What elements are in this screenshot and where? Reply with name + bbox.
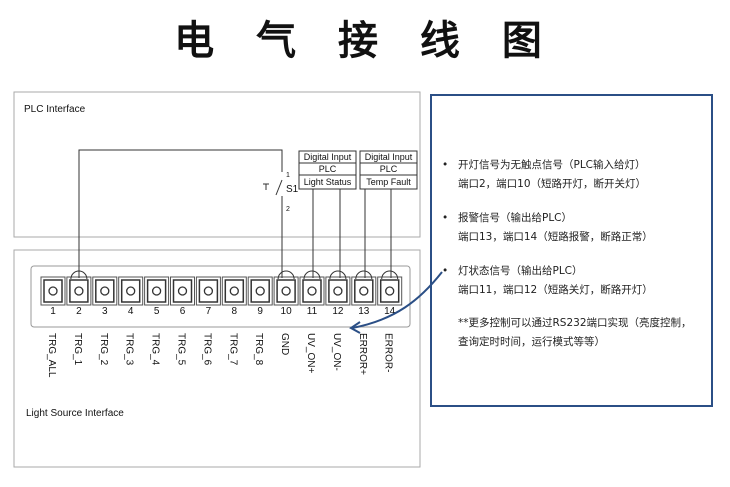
- svg-text:1: 1: [286, 172, 290, 179]
- note-item: • 报警信号（输出给PLC） 端口13，端口14（短路报警，断路正常）: [442, 209, 653, 246]
- terminal-7: 7 TRG_6: [195, 276, 221, 366]
- screw-icon: [333, 286, 343, 296]
- plc-interface-label: PLC Interface: [24, 104, 86, 115]
- terminal-number: 2: [76, 306, 82, 317]
- plc-signal-wires: [312, 189, 392, 278]
- screw-icon: [359, 286, 369, 296]
- screw-icon: [385, 286, 395, 296]
- terminal-14: 14 ERROR-: [377, 270, 403, 372]
- terminal-2: 2 TRG_1: [66, 270, 92, 366]
- terminal-label: UV_ON-: [331, 333, 342, 371]
- terminal-number: 14: [384, 306, 396, 317]
- terminal-label: TRG_5: [176, 333, 187, 366]
- terminal-number: 4: [128, 306, 134, 317]
- terminal-number: 1: [50, 306, 56, 317]
- svg-text:2: 2: [286, 206, 290, 213]
- terminal-8: 8 TRG_7: [221, 276, 247, 366]
- terminal-label: TRG_ALL: [46, 333, 57, 378]
- screw-icon: [255, 286, 265, 296]
- note-line: 查询定时时间，运行模式等等）: [458, 335, 605, 348]
- note-line: 端口13，端口14（短路报警，断路正常）: [458, 230, 653, 243]
- terminal-number: 12: [332, 306, 344, 317]
- light-source-label: Light Source Interface: [26, 408, 124, 419]
- terminal-number: 13: [358, 306, 370, 317]
- terminal-label: TRG_1: [72, 333, 83, 366]
- screw-icon: [151, 286, 162, 296]
- svg-text:Digital Input: Digital Input: [365, 152, 413, 162]
- svg-text:Temp Fault: Temp Fault: [366, 177, 411, 187]
- terminal-6: 6 TRG_5: [170, 276, 195, 366]
- svg-text:PLC: PLC: [319, 164, 337, 174]
- terminal-9: 9 TRG_8: [247, 276, 273, 366]
- terminal-label: TRG_7: [227, 333, 238, 366]
- bullet-icon: •: [442, 212, 449, 224]
- terminal-label: TRG_2: [98, 333, 109, 366]
- terminal-13: 13 ERROR+: [351, 270, 377, 375]
- terminal-label: TRG_8: [253, 333, 264, 366]
- pointer-arrow: [351, 271, 443, 329]
- note-line: 端口11，端口12（短路关灯，断路开灯）: [458, 283, 653, 296]
- terminal-label: UV_ON+: [305, 333, 316, 373]
- light-source-box: [13, 249, 421, 468]
- note-item: **更多控制可以通过RS232端口实现（亮度控制， 查询定时时间，运行模式等等）: [458, 314, 692, 351]
- plc-interface-box: [13, 91, 421, 238]
- terminal-number: 7: [206, 306, 212, 317]
- terminal-label: GND: [279, 333, 290, 355]
- arrow-head-icon: [349, 321, 361, 334]
- svg-text:Digital Input: Digital Input: [304, 152, 352, 162]
- plc-input-light-status: Digital Input PLC Light Status: [298, 150, 357, 190]
- notes-panel: • 开灯信号为无触点信号（PLC输入给灯） 端口2，端口10（短路开灯，断开关灯） •…: [430, 94, 713, 407]
- svg-text:S1: S1: [286, 184, 299, 195]
- terminal-strip: [30, 265, 411, 328]
- terminal-number: 10: [281, 306, 293, 317]
- terminal-11: 11 UV_ON+: [299, 270, 325, 373]
- note-line: 灯状态信号（输出给PLC）: [458, 265, 583, 277]
- terminal-label: TRG_3: [124, 333, 135, 366]
- trigger-wire: [78, 149, 283, 278]
- terminal-number: 8: [232, 306, 238, 317]
- plc-input-temp-fault: Digital Input PLC Temp Fault: [359, 150, 418, 190]
- terminal-number: 6: [180, 306, 186, 317]
- terminal-5: 5 TRG_4: [144, 276, 170, 366]
- terminal-number: 9: [257, 306, 263, 317]
- page-title: 电 气 接 线 图: [174, 18, 556, 64]
- screw-icon: [177, 286, 188, 296]
- note-line: 端口2，端口10（短路开灯，断开关灯）: [458, 177, 647, 190]
- terminal-number: 11: [307, 306, 318, 317]
- terminal-label: ERROR+: [357, 333, 368, 375]
- terminal-number: 5: [154, 306, 160, 317]
- note-item: • 灯状态信号（输出给PLC） 端口11，端口12（短路关灯，断路开灯）: [442, 262, 653, 299]
- terminal-1: 1 TRG_ALL: [40, 276, 66, 378]
- note-line: 报警信号（输出给PLC）: [458, 212, 573, 224]
- switch-s1: 1 S1 2: [263, 172, 299, 213]
- svg-text:PLC: PLC: [380, 164, 398, 174]
- terminal-label: TRG_4: [150, 333, 161, 366]
- note-line: 开灯信号为无触点信号（PLC输入给灯）: [458, 159, 646, 171]
- screw-icon: [48, 286, 58, 296]
- terminal-label: TRG_6: [201, 333, 212, 366]
- terminal-12: 12 UV_ON-: [325, 270, 351, 371]
- screw-icon: [126, 286, 136, 296]
- terminal-label: ERROR-: [383, 333, 394, 372]
- terminal-10: 10 GND: [273, 270, 299, 355]
- terminal-4: 4 TRG_3: [118, 276, 144, 366]
- screw-icon: [100, 286, 110, 296]
- screw-icon: [307, 286, 317, 296]
- svg-text:Light Status: Light Status: [304, 177, 352, 187]
- note-item: • 开灯信号为无触点信号（PLC输入给灯） 端口2，端口10（短路开灯，断开关灯）: [442, 156, 647, 193]
- terminal-number: 3: [102, 306, 108, 317]
- bullet-icon: •: [442, 265, 449, 277]
- terminal-3: 3 TRG_2: [92, 276, 118, 366]
- screw-icon: [281, 286, 291, 296]
- screw-icon: [74, 286, 84, 296]
- note-line: **更多控制可以通过RS232端口实现（亮度控制，: [458, 317, 692, 329]
- bullet-icon: •: [442, 159, 449, 171]
- screw-icon: [229, 286, 239, 296]
- screw-icon: [203, 286, 214, 296]
